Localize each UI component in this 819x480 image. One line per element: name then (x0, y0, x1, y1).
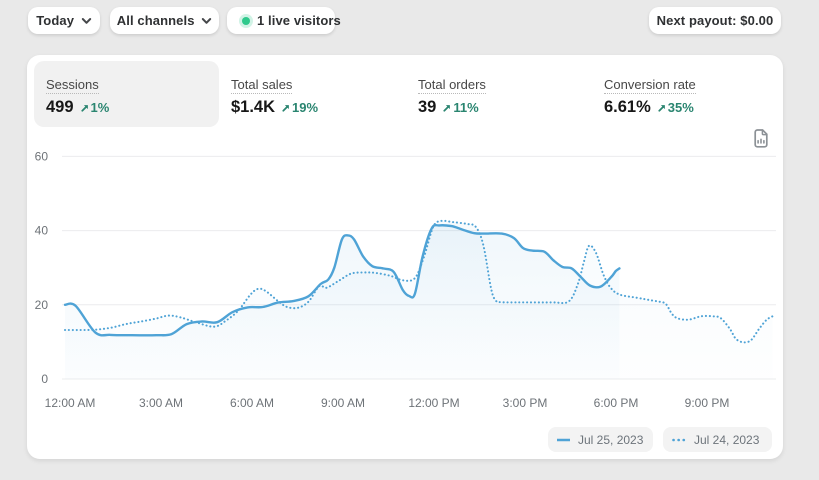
svg-text:3:00 PM: 3:00 PM (503, 396, 548, 410)
svg-text:9:00 AM: 9:00 AM (321, 396, 365, 410)
svg-text:20: 20 (35, 298, 49, 312)
svg-text:6:00 PM: 6:00 PM (594, 396, 639, 410)
svg-text:12:00 AM: 12:00 AM (45, 396, 96, 410)
svg-text:40: 40 (35, 224, 49, 238)
svg-text:60: 60 (35, 149, 49, 163)
svg-text:6:00 AM: 6:00 AM (230, 396, 274, 410)
svg-text:9:00 PM: 9:00 PM (685, 396, 730, 410)
svg-text:3:00 AM: 3:00 AM (139, 396, 183, 410)
svg-text:0: 0 (41, 372, 48, 386)
svg-text:12:00 PM: 12:00 PM (408, 396, 459, 410)
